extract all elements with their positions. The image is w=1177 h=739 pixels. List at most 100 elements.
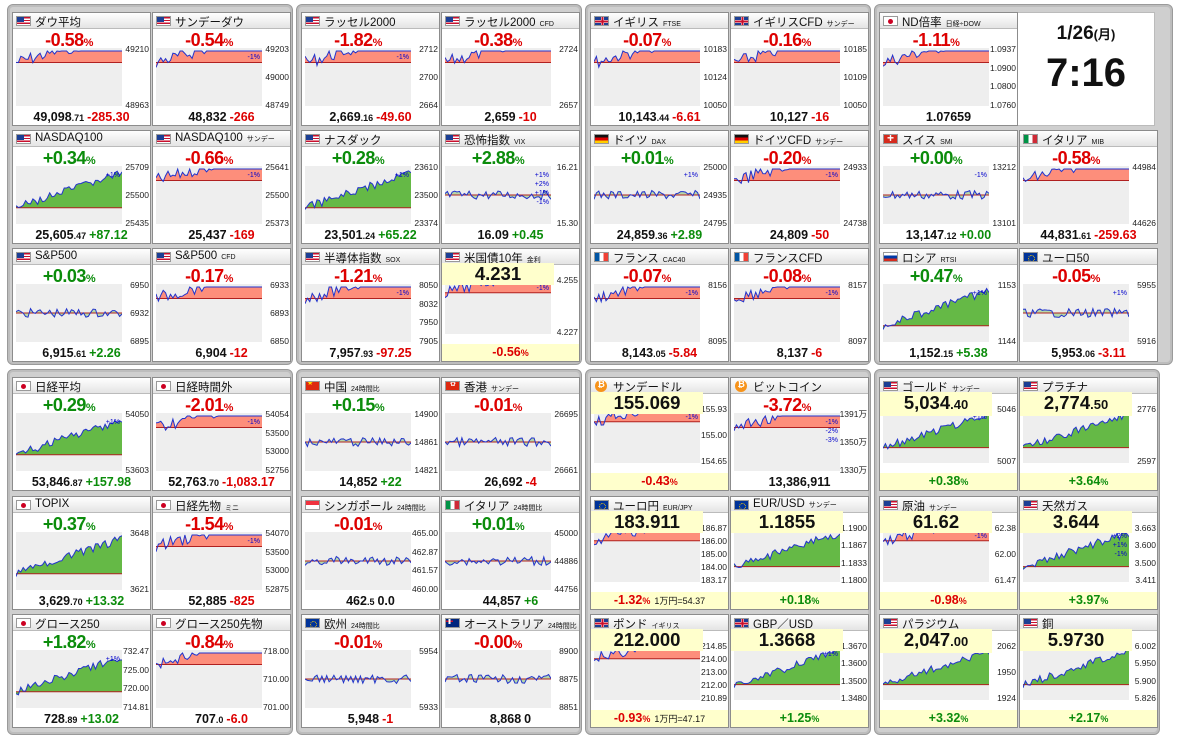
- market-card[interactable]: イタリア MIB 44984 44626 -0.58% 44,831.61 -259.63: [1019, 130, 1158, 244]
- market-card[interactable]: ゴールド サンデー 5046 5007 +1% 5,034.40 +0.38%: [879, 377, 1018, 491]
- market-card[interactable]: 中国 24時間比 14900 14861 14821 +0.15% 14,852+22: [301, 377, 440, 491]
- flag-jp-icon: [16, 618, 31, 628]
- net-change: -1,083.17: [221, 475, 275, 489]
- price-main: 16.09: [477, 228, 509, 242]
- market-card[interactable]: グロース250先物 718.00 710.00 701.00 -0.84% 707.0 -6…: [152, 614, 291, 728]
- flag-us-icon: [445, 16, 460, 26]
- axis-label: 1.3600: [841, 658, 867, 669]
- flag-us-icon: [156, 134, 171, 144]
- market-card[interactable]: ポンド イギリス 214.85 214.00 213.00 212.00 210.89 212…: [590, 614, 729, 728]
- price-main: 53,846: [31, 475, 71, 489]
- net-change: -5.84: [668, 346, 698, 360]
- percent-value: -0.54: [185, 30, 224, 50]
- axis-label: 2664: [419, 100, 438, 110]
- market-card[interactable]: 日経時間外 54054 53500 53000 52756 -1% -2.01% 52,763…: [152, 377, 291, 491]
- sparkline-chart: [593, 645, 700, 700]
- market-card[interactable]: 半導体指数 SOX 8050 8032 7950 7905 -1% -1.21% 7,957.9…: [301, 248, 440, 362]
- card-subtitle: CFD: [539, 21, 554, 28]
- market-card[interactable]: サンデードル 155.93 155.00 154.65 -1% 155.069 -0.43%: [590, 377, 729, 491]
- axis-label: 25641: [265, 162, 289, 172]
- card-header: 日経時間外: [153, 378, 290, 394]
- sparkline-chart: [1022, 166, 1129, 224]
- market-card[interactable]: グロース250 732.47 725.00 720.00 714.81 +1% +1.82%…: [12, 614, 151, 728]
- axis-label: 1.0900: [990, 62, 1016, 73]
- percent-guide-label: -1%: [396, 54, 409, 61]
- market-card[interactable]: シンガポール 24時間比 465.00 462.87 461.57 460.00 -0.01…: [301, 496, 440, 610]
- sparkline-svg: [444, 189, 552, 201]
- market-card[interactable]: ユーロ50 5955 5916 +1% -0.05% 5,953.06 -3.11: [1019, 248, 1158, 362]
- percent-value: +1.25: [779, 711, 812, 725]
- market-card[interactable]: オーストラリア 24時間比 8900 8875 8851 -0.00% 8,868 0: [441, 614, 580, 728]
- sparkline-chart: [444, 650, 552, 708]
- price-main: 8,143: [621, 346, 654, 360]
- last-price: 6,904 -12: [153, 346, 290, 360]
- percent-change: -1.32% 1万円=54.37: [591, 592, 728, 609]
- market-card[interactable]: 天然ガス 3.663 3.600 3.500 3.411 +2% +1% -1% 3.644 +3…: [1019, 496, 1158, 610]
- sparkline-line: [304, 555, 412, 566]
- market-card[interactable]: パラジウム 2062 1950 1924 2,047.00 +3.32%: [879, 614, 1018, 728]
- price-main: 5.9730: [1047, 629, 1105, 650]
- market-card[interactable]: ロシア RTSI 1153 1144 +1% +0.47% 1,152.15 +5.38: [879, 248, 1018, 362]
- sparkline-chart: [304, 650, 412, 708]
- market-card[interactable]: イギリス FTSE 10183 10124 10050 -0.07% 10,143.44 -6…: [590, 12, 729, 126]
- market-card[interactable]: S&P500 6950 6932 6895 +0.03% 6,915.61 +2.26: [12, 248, 151, 362]
- market-card[interactable]: フランスCFD 8157 8097 -1% -0.08% 8,137 -6: [730, 248, 869, 362]
- axis-label: 5933: [419, 702, 438, 712]
- market-card[interactable]: ドイツCFD サンデー 24933 24738 -1% -0.20% 24,809 -50: [730, 130, 869, 244]
- market-card[interactable]: ナスダック 23610 23500 23374 +1% +0.28% 23,501.24 +6…: [301, 130, 440, 244]
- axis-label: 6933: [270, 280, 289, 290]
- market-card[interactable]: 米国債10年 金利 4.255 4.227 -1% 4.231 -0.56%: [441, 248, 580, 362]
- sparkline-svg: [155, 534, 262, 552]
- market-card[interactable]: 日経平均 54050 53603 +1% +0.29% 53,846.87 +157.98: [12, 377, 151, 491]
- sparkline-svg: [733, 286, 840, 303]
- market-card[interactable]: 日経先物 ミニ 54070 53500 53000 52875 -1% -1.54% 52,88…: [152, 496, 291, 610]
- market-card[interactable]: イタリア 24時間比 45000 44886 44756 +0.01% 44,857 +6: [441, 496, 580, 610]
- card-name: フランスCFD: [753, 253, 823, 265]
- card-title: ドイツCFD サンデー: [753, 132, 843, 146]
- axis-label: 49000: [265, 72, 289, 82]
- axis-label: 1330万: [839, 465, 867, 475]
- market-card[interactable]: ダウ平均 49210 48963 -0.58% 49,098.71 -285.30: [12, 12, 151, 126]
- market-card[interactable]: ドイツ DAX 25000 24935 24795 +1% +0.01% 24,859.36 +…: [590, 130, 729, 244]
- market-card[interactable]: S&P500 CFD 6933 6893 6850 -0.17% 6,904 -12: [152, 248, 291, 362]
- percent-guide-label: -1%: [685, 290, 698, 297]
- sparkline-chart: [155, 48, 262, 106]
- yen-conversion: 1万円=54.37: [654, 596, 706, 606]
- market-card[interactable]: NASDAQ100 サンデー 25641 25500 25373 -1% -0.66% 25,…: [152, 130, 291, 244]
- market-card[interactable]: ユーロ円 EUR/JPY 186.87 186.00 185.00 184.00 183.1…: [590, 496, 729, 610]
- market-card[interactable]: ラッセル2000 2712 2700 2664 -1% -1.82% 2,669.16 -49…: [301, 12, 440, 126]
- sparkline-line: [444, 436, 552, 449]
- market-card[interactable]: ND倍率 日経÷DOW 1.0937 1.0900 1.0800 1.0760 -1.11%…: [879, 12, 1018, 126]
- last-price: 212.000: [591, 629, 703, 651]
- market-card[interactable]: 銅 6.002 5.950 5.900 5.826 5.9730 +2.17%: [1019, 614, 1158, 728]
- market-card[interactable]: EUR/USD サンデー 1.1900 1.1867 1.1833 1.1800 1.185…: [730, 496, 869, 610]
- net-change: -3.11: [1097, 346, 1126, 360]
- market-card[interactable]: NASDAQ100 25709 25500 25435 +1% +0.34% 25,605.…: [12, 130, 151, 244]
- market-card[interactable]: フランス CAC40 8156 8095 -1% -0.07% 8,143.05 -5.84: [590, 248, 729, 362]
- percent-value: -0.43: [641, 474, 670, 488]
- percent-value: -0.98: [930, 593, 959, 607]
- card-name: S&P500: [35, 250, 78, 262]
- net-change: -6.61: [672, 110, 701, 124]
- market-card[interactable]: 原油 サンデー 62.38 62.00 61.47 -1% 61.62 -0.98%: [879, 496, 1018, 610]
- net-change: 0: [524, 712, 532, 726]
- card-name: S&P500: [175, 250, 218, 262]
- market-card[interactable]: イギリスCFD サンデー 10185 10109 10050 -0.16% 10,127 -1…: [730, 12, 869, 126]
- market-card[interactable]: プラチナ 2776 2597 2,774.50 +3.64%: [1019, 377, 1158, 491]
- price-main: 728: [44, 712, 65, 726]
- net-change: +6: [523, 594, 539, 608]
- card-title: 日経平均: [35, 379, 81, 393]
- last-price: 1.1855: [731, 511, 843, 533]
- market-card[interactable]: サンデーダウ 49203 49000 48749 -1% -0.54% 48,832 -266: [152, 12, 291, 126]
- net-change: -50: [811, 228, 830, 242]
- axis-label: 5046: [997, 404, 1016, 414]
- market-card[interactable]: ビットコイン 1391万 1350万 1330万 -1% -2% -3% -3.72% 13,3…: [730, 377, 869, 491]
- market-card[interactable]: TOPIX 3648 3621 +0.37% 3,629.70 +13.32: [12, 496, 151, 610]
- market-card[interactable]: ラッセル2000 CFD 2724 2657 -0.38% 2,659 -10: [441, 12, 580, 126]
- market-card[interactable]: GBP／USD 1.3670 1.3600 1.3500 1.3480 +1% 1.3668…: [730, 614, 869, 728]
- card-subtitle: SMI: [940, 139, 953, 146]
- market-card[interactable]: 欧州 24時間比 5954 5933 -0.01% 5,948 -1: [301, 614, 440, 728]
- market-card[interactable]: 恐怖指数 VIX 16.21 15.30 +1% +2% +1% -1% +2.88% 16.09…: [441, 130, 580, 244]
